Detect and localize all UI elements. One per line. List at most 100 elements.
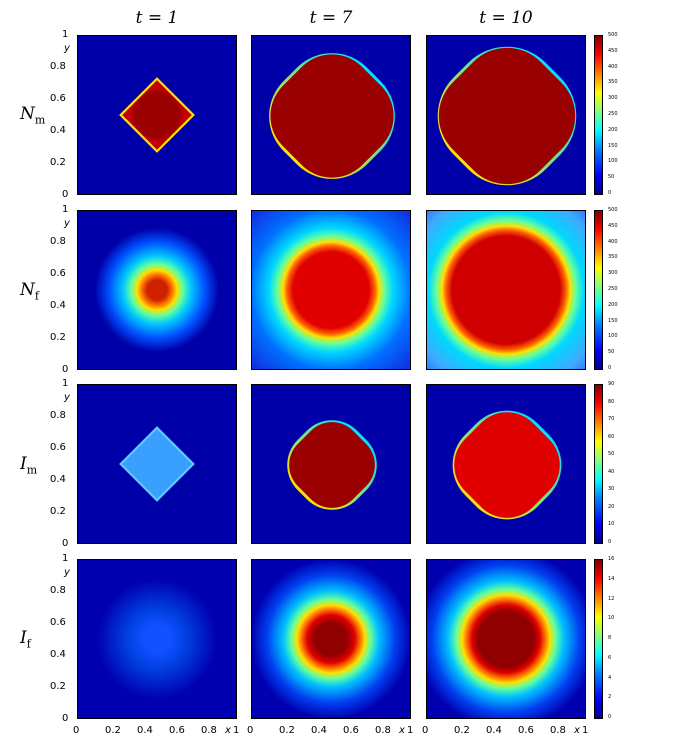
colorbar-tick-label: 2 xyxy=(608,694,612,701)
y-tick-label: 0.2 xyxy=(50,157,66,168)
colorbar xyxy=(594,210,603,370)
colorbar-tick-label: 0 xyxy=(608,190,612,196)
x-axis-label: x xyxy=(225,725,231,736)
colorbar-tick-label: 100 xyxy=(608,333,618,340)
colorbar-tick-label: 0 xyxy=(608,539,612,545)
heatmap-field xyxy=(427,385,585,543)
y-tick-label: 0.2 xyxy=(50,681,66,692)
colorbar xyxy=(594,559,603,719)
colorbar-tick-label: 0 xyxy=(608,365,612,371)
row-label-nm: Nm xyxy=(20,104,46,127)
heatmap-field xyxy=(427,211,585,369)
y-tick-label: 0.8 xyxy=(50,61,66,72)
y-tick-label: 0.6 xyxy=(50,617,66,628)
y-tick-label: 0.8 xyxy=(50,410,66,421)
colorbar-tick-label: 400 xyxy=(608,63,618,70)
y-tick-label: 0 xyxy=(62,364,69,375)
colorbar-tick-label: 200 xyxy=(608,301,618,308)
y-tick-label: 0.8 xyxy=(50,585,66,596)
colorbar-tick-label: 50 xyxy=(608,349,615,356)
x-tick-label: 0.4 xyxy=(311,725,327,736)
heatmap-blob xyxy=(252,36,410,194)
colorbar xyxy=(594,384,603,544)
y-tick-label: 0 xyxy=(62,189,69,200)
heatmap-field xyxy=(78,560,236,718)
row-label-if: If xyxy=(20,628,31,651)
heatmap-blob xyxy=(427,36,585,194)
colorbar-tick-label: 16 xyxy=(608,556,615,562)
x-tick-label: 1 xyxy=(407,725,414,736)
colorbar-tick-label: 250 xyxy=(608,286,618,292)
heatmap-blob xyxy=(252,211,410,369)
x-tick-label: 0.8 xyxy=(550,725,566,736)
heatmap-field xyxy=(252,211,410,369)
x-tick-label: 0.4 xyxy=(486,725,502,736)
heatmap-field xyxy=(78,36,236,194)
colorbar-tick-label: 150 xyxy=(608,317,618,324)
heatmap-panel xyxy=(77,35,237,195)
column-title-t1: t = 1 xyxy=(135,8,179,28)
colorbar-tick-label: 10 xyxy=(608,521,615,528)
y-tick-label: 1 xyxy=(62,29,69,40)
heatmap-panel xyxy=(426,384,586,544)
heatmap-field xyxy=(252,560,410,718)
y-axis-label: y xyxy=(64,567,70,578)
heatmap-field xyxy=(78,211,236,369)
colorbar-tick-label: 200 xyxy=(608,126,618,133)
heatmap-field xyxy=(78,385,236,543)
heatmap-blob xyxy=(252,560,410,718)
colorbar-tick-label: 6 xyxy=(608,654,612,661)
heatmap-panel xyxy=(426,35,586,195)
heatmap-panel xyxy=(77,210,237,370)
x-axis-label: x xyxy=(574,725,580,736)
x-tick-label: 1 xyxy=(233,725,240,736)
x-axis-label: x xyxy=(399,725,405,736)
colorbar-tick-label: 4 xyxy=(608,674,612,681)
heatmap-blob xyxy=(427,385,585,543)
y-tick-label: 0.2 xyxy=(50,332,66,343)
colorbar-tick-label: 300 xyxy=(608,270,618,277)
colorbar-tick-label: 60 xyxy=(608,433,615,440)
colorbar-tick-label: 450 xyxy=(608,222,618,229)
y-tick-label: 0.4 xyxy=(50,474,66,485)
colorbar-tick-label: 14 xyxy=(608,575,615,582)
y-tick-label: 0.6 xyxy=(50,93,66,104)
y-tick-label: 0.6 xyxy=(50,442,66,453)
heatmap-panel xyxy=(426,559,586,719)
heatmap-field xyxy=(252,36,410,194)
heatmap-field xyxy=(252,385,410,543)
colorbar-tick-label: 50 xyxy=(608,174,615,181)
x-tick-label: 0.2 xyxy=(279,725,295,736)
row-label-nf: Nf xyxy=(20,280,39,303)
y-tick-label: 0.4 xyxy=(50,649,66,660)
heatmap-blob xyxy=(122,80,192,150)
colorbar-tick-label: 350 xyxy=(608,254,618,261)
heatmap-blob xyxy=(427,560,585,718)
y-tick-label: 0.4 xyxy=(50,300,66,311)
colorbar-tick-label: 300 xyxy=(608,95,618,102)
colorbar-tick-label: 150 xyxy=(608,142,618,149)
heatmap-panel xyxy=(251,559,411,719)
x-tick-label: 0.4 xyxy=(137,725,153,736)
y-tick-label: 0.2 xyxy=(50,506,66,517)
heatmap-blob xyxy=(252,385,410,543)
x-tick-label: 0.2 xyxy=(454,725,470,736)
heatmap-blob xyxy=(427,211,585,369)
colorbar-tick-label: 30 xyxy=(608,486,615,493)
y-tick-label: 1 xyxy=(62,553,69,564)
colorbar xyxy=(594,35,603,195)
heatmap-panel xyxy=(251,384,411,544)
colorbar-tick-label: 50 xyxy=(608,451,615,458)
x-tick-label: 0.6 xyxy=(343,725,359,736)
heatmap-blob xyxy=(122,429,192,499)
y-tick-label: 0.4 xyxy=(50,125,66,136)
colorbar-tick-label: 20 xyxy=(608,503,615,510)
heatmap-blob xyxy=(78,211,236,369)
colorbar-tick-label: 500 xyxy=(608,32,618,38)
heatmap-panel xyxy=(251,35,411,195)
y-tick-label: 0 xyxy=(62,538,69,549)
colorbar-tick-label: 100 xyxy=(608,158,618,165)
row-label-im: Im xyxy=(20,454,38,477)
colorbar-tick-label: 90 xyxy=(608,381,615,387)
colorbar-tick-label: 250 xyxy=(608,111,618,117)
